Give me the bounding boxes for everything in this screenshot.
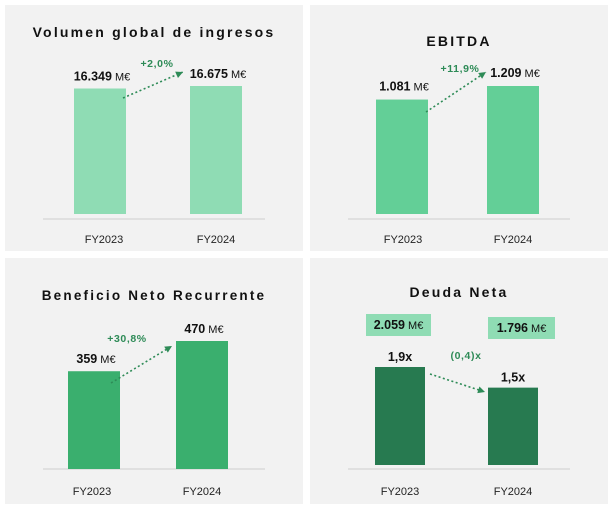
panel-beneficio: Beneficio Neto Recurrente 359 M€ 470 M€ +3…: [5, 258, 303, 504]
bar-fy2023: [375, 367, 425, 465]
change-arrow: [429, 373, 486, 393]
data-label: 1,9x: [388, 350, 412, 364]
x-tick-label: FY2024: [197, 234, 236, 246]
bar-fy2023: [74, 88, 126, 214]
data-label: 1.209 M€: [490, 66, 540, 80]
bar-fy2024: [488, 387, 538, 465]
bar-fy2024: [176, 341, 228, 469]
chart-title: Deuda Neta: [409, 284, 508, 300]
panel-deuda: Deuda Neta 1,9x 1,5x (0,4)x 2.059 M€ 1.796 M…: [310, 258, 608, 504]
panel-ebitda: EBITDA 1.081 M€ 1.209 M€ +11,9% FY2023 FY2…: [310, 5, 608, 251]
change-label: (0,4)x: [450, 350, 481, 362]
x-tick-label: FY2023: [381, 486, 420, 498]
data-label: 470 M€: [184, 322, 223, 336]
data-label: 1.081 M€: [379, 80, 429, 94]
data-label: 359 M€: [76, 352, 115, 366]
x-tick-label: FY2023: [384, 234, 423, 246]
bar-fy2023: [68, 371, 120, 469]
chart-title: Volumen global de ingresos: [33, 24, 276, 40]
chart-ebitda: EBITDA 1.081 M€ 1.209 M€ +11,9% FY2023 FY2…: [348, 33, 570, 246]
bar-fy2024: [487, 86, 539, 214]
change-label: +11,9%: [441, 63, 480, 75]
x-tick-label: FY2024: [183, 486, 222, 498]
chart-beneficio: Beneficio Neto Recurrente 359 M€ 470 M€ +3…: [42, 288, 267, 498]
arrow-head: [164, 346, 172, 353]
data-label: 2.059 M€: [374, 318, 424, 332]
change-label: +30,8%: [107, 333, 147, 345]
chart-title: EBITDA: [426, 33, 491, 49]
chart-deuda: Deuda Neta 1,9x 1,5x (0,4)x 2.059 M€ 1.796 M…: [348, 284, 570, 498]
x-tick-label: FY2023: [85, 234, 124, 246]
x-tick-label: FY2024: [494, 234, 533, 246]
data-label: 16.349 M€: [74, 70, 131, 84]
data-label: 16.675 M€: [190, 67, 247, 81]
x-tick-label: FY2023: [73, 486, 112, 498]
bar-fy2023: [376, 99, 428, 214]
panel-ingresos: Volumen global de ingresos 16.349 M€ 16.6…: [5, 5, 303, 251]
data-label: 1.796 M€: [497, 321, 547, 335]
chart-title: Beneficio Neto Recurrente: [42, 288, 267, 303]
arrow-head: [175, 71, 183, 78]
data-label: 1,5x: [501, 371, 525, 385]
arrow-head: [478, 72, 486, 79]
debt-amount-box: [488, 317, 555, 339]
bar-fy2024: [190, 86, 242, 214]
debt-amount-box: [366, 314, 431, 336]
change-label: +2,0%: [140, 58, 173, 70]
change-arrow: [110, 345, 173, 384]
x-tick-label: FY2024: [494, 486, 533, 498]
chart-ingresos: Volumen global de ingresos 16.349 M€ 16.6…: [33, 24, 276, 246]
change-arrow: [425, 71, 487, 113]
change-arrow: [122, 71, 184, 99]
arrow-head: [477, 386, 485, 394]
